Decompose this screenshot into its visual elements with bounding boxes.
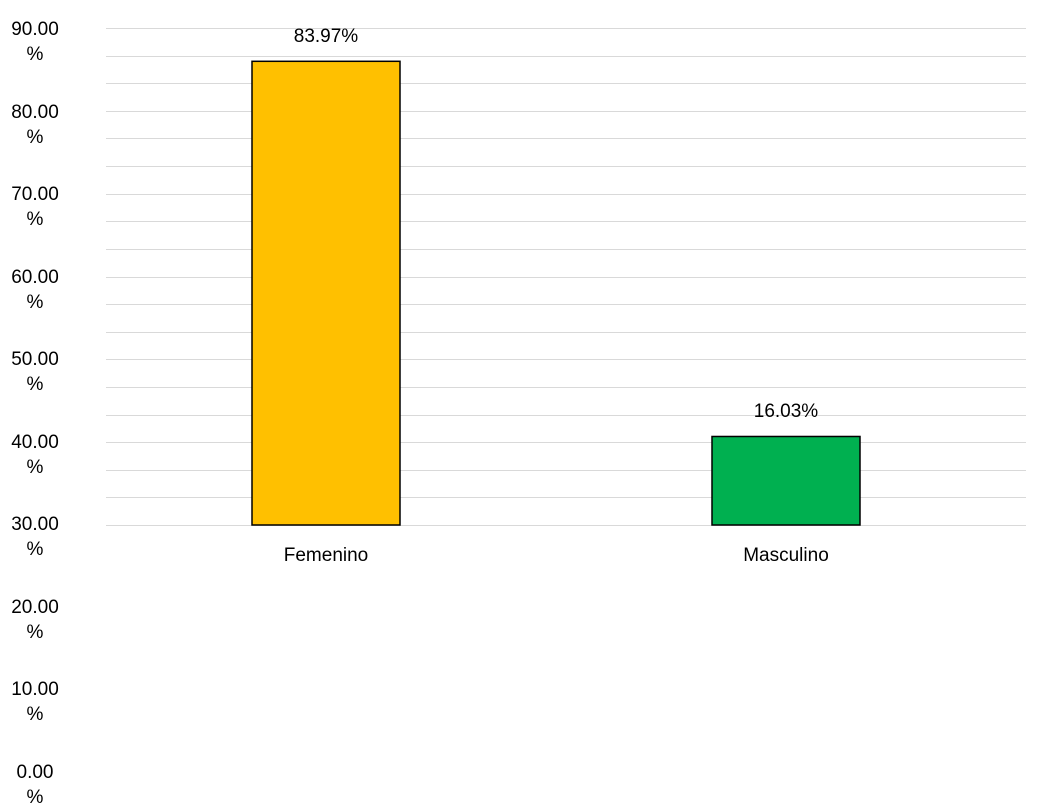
- y-tick-label: 30.00 %: [11, 514, 59, 560]
- data-label: 83.97%: [293, 26, 359, 48]
- y-tick-label: 0.00 %: [16, 761, 54, 808]
- y-tick-label: 60.00 %: [11, 266, 59, 313]
- data-label: 16.03%: [753, 401, 819, 423]
- y-tick-label: 80.00 %: [11, 101, 59, 148]
- y-tick-label: 90.00 %: [11, 19, 59, 65]
- y-tick-label: 10.00 %: [11, 679, 59, 725]
- bar-chart: 90.00 % 80.00 % 70.00 % 60.00 % 50.00 % 40.00…: [11, 19, 1026, 808]
- x-category-label: Masculino: [743, 545, 829, 566]
- bar-femenino: [251, 60, 401, 526]
- y-tick-label: 70.00 %: [11, 184, 59, 230]
- bar-masculino: [711, 435, 861, 526]
- y-tick-label: 20.00 %: [11, 596, 59, 643]
- y-tick-label: 40.00 %: [11, 431, 59, 478]
- x-category-label: Femenino: [283, 545, 369, 566]
- y-tick-label: 50.00 %: [11, 349, 59, 395]
- plot-area: [106, 28, 1026, 526]
